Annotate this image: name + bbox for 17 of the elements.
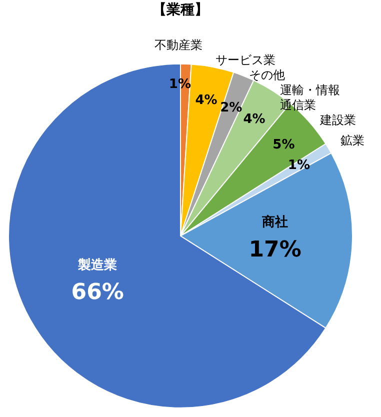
data-label: 66% <box>71 280 124 306</box>
slice-label: 商社 <box>261 214 288 230</box>
slice-label: 建設業 <box>319 113 356 128</box>
slice-label: サービス業 <box>215 53 276 68</box>
data-label: 1% <box>168 76 192 92</box>
data-label: 2% <box>220 100 242 116</box>
data-label: 17% <box>248 238 302 263</box>
slice-label: 鉱業 <box>340 133 365 148</box>
chart-title: 【業種】 <box>152 2 208 18</box>
data-label: 4% <box>195 93 218 108</box>
data-label: 1% <box>288 158 310 174</box>
slice-label: 運輸・情報通信業 <box>280 83 340 112</box>
slice-label: 製造業 <box>77 258 118 273</box>
data-label: 4% <box>243 112 266 128</box>
data-label: 5% <box>272 137 295 152</box>
slice-label: 不動産業 <box>154 38 202 52</box>
slice-label: その他 <box>248 68 285 82</box>
